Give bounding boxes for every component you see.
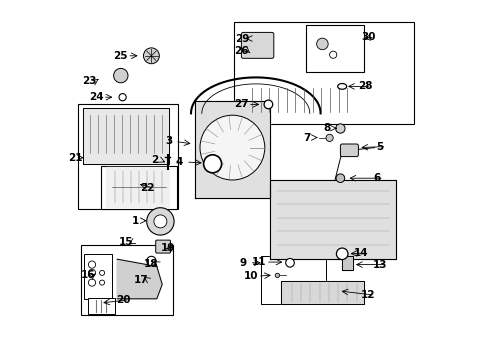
Text: 13: 13 [373, 260, 387, 270]
Polygon shape [270, 180, 396, 259]
Bar [77, 104, 178, 209]
Circle shape [337, 248, 348, 260]
Text: 5: 5 [376, 141, 384, 152]
Polygon shape [83, 108, 170, 164]
Text: 11: 11 [252, 257, 267, 267]
Circle shape [99, 280, 104, 285]
Circle shape [88, 261, 96, 268]
Bar [261, 256, 326, 304]
FancyBboxPatch shape [341, 144, 358, 157]
Text: 6: 6 [374, 173, 381, 183]
Text: 17: 17 [134, 275, 148, 285]
Text: 25: 25 [114, 51, 128, 61]
Circle shape [147, 256, 156, 266]
Bar [81, 245, 173, 315]
Bar [84, 254, 112, 299]
Circle shape [336, 124, 345, 133]
Circle shape [286, 258, 294, 267]
Polygon shape [117, 259, 162, 299]
Circle shape [200, 115, 265, 180]
Text: 16: 16 [80, 270, 95, 280]
Bar [306, 25, 364, 72]
Circle shape [317, 38, 328, 50]
Bar [101, 166, 176, 209]
Text: 4: 4 [176, 157, 183, 167]
Circle shape [336, 174, 345, 183]
Text: 12: 12 [361, 290, 376, 300]
Text: 14: 14 [354, 248, 368, 258]
Text: 23: 23 [82, 76, 97, 86]
Text: 26: 26 [234, 46, 248, 56]
Circle shape [330, 51, 337, 58]
Circle shape [144, 48, 159, 64]
Circle shape [204, 155, 221, 173]
Text: 20: 20 [117, 294, 131, 305]
Text: 1: 1 [132, 216, 139, 226]
Text: 21: 21 [69, 153, 83, 163]
Circle shape [99, 270, 104, 275]
Circle shape [88, 279, 96, 286]
Circle shape [275, 273, 280, 278]
Text: 27: 27 [234, 99, 249, 109]
Text: 22: 22 [140, 183, 154, 193]
Text: 8: 8 [323, 123, 331, 133]
Text: 10: 10 [244, 271, 259, 281]
Text: 15: 15 [119, 237, 133, 247]
Text: 2: 2 [150, 155, 158, 165]
Polygon shape [342, 256, 353, 270]
FancyBboxPatch shape [156, 240, 171, 253]
Ellipse shape [338, 84, 347, 89]
Text: 18: 18 [144, 258, 158, 269]
Text: 24: 24 [89, 92, 103, 102]
Text: 28: 28 [358, 81, 372, 91]
Circle shape [114, 68, 128, 83]
Polygon shape [195, 101, 270, 198]
Text: 9: 9 [240, 258, 247, 268]
Circle shape [154, 215, 167, 228]
Bar [88, 298, 116, 314]
Text: 7: 7 [303, 132, 311, 143]
Circle shape [119, 94, 126, 101]
Bar [234, 22, 414, 124]
Text: 19: 19 [160, 243, 175, 253]
Polygon shape [281, 281, 364, 304]
Circle shape [264, 100, 273, 109]
Circle shape [326, 134, 333, 141]
FancyBboxPatch shape [242, 32, 274, 58]
Text: 29: 29 [235, 33, 250, 44]
Circle shape [88, 269, 96, 276]
Circle shape [147, 208, 174, 235]
Text: 3: 3 [165, 136, 172, 147]
Text: 30: 30 [361, 32, 376, 42]
Polygon shape [106, 167, 170, 207]
